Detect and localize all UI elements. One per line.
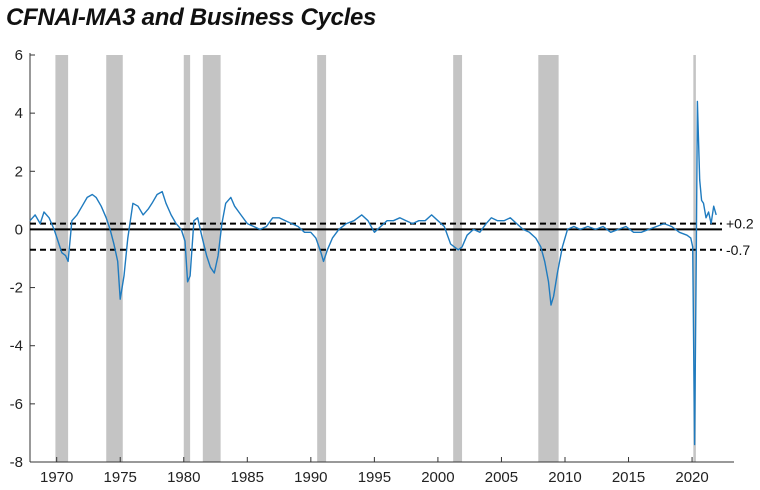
x-tick-label: 1990 — [294, 469, 327, 486]
y-tick-label: 4 — [15, 105, 23, 122]
y-tick-label: 0 — [15, 221, 23, 238]
reference-label: +0.2 — [726, 216, 754, 232]
axes — [29, 53, 734, 463]
recession-band-3 — [202, 55, 221, 462]
tick-labels: 6 4 2 0 -2 -4 -6 -8 1970 1975 1980 1985 1990 1995 2000… — [10, 47, 709, 486]
y-tick-label: 2 — [15, 163, 23, 180]
series-layer — [29, 100, 717, 446]
reference-lines: +0.2 -0.7 — [30, 216, 754, 258]
x-tick-label: 1980 — [167, 469, 200, 486]
x-tick-label: 1975 — [104, 469, 137, 486]
recession-band-7 — [693, 55, 696, 462]
recession-bands — [55, 55, 696, 462]
y-tick-label: -6 — [10, 396, 23, 413]
x-tick-label: 2020 — [675, 469, 708, 486]
chart-title: CFNAI-MA3 and Business Cycles — [6, 4, 377, 31]
recession-band-2 — [183, 55, 191, 462]
x-tick-label: 1970 — [40, 469, 73, 486]
x-tick-label: 1995 — [358, 469, 391, 486]
y-tick-label: 6 — [15, 47, 23, 64]
y-tick-label: -2 — [10, 280, 23, 297]
x-tick-label: 1985 — [231, 469, 264, 486]
x-tick-label: 2015 — [612, 469, 645, 486]
x-tick-label: 2000 — [421, 469, 454, 486]
x-tick-label: 2010 — [548, 469, 581, 486]
recession-band-0 — [55, 55, 69, 462]
y-tick-label: -4 — [10, 338, 23, 355]
recession-band-5 — [453, 55, 463, 462]
recession-band-1 — [106, 55, 123, 462]
recession-band-4 — [317, 55, 327, 462]
x-tick-label: 2005 — [485, 469, 518, 486]
recession-band-6 — [538, 55, 559, 462]
y-tick-label: -8 — [10, 454, 23, 471]
series-line-0 — [29, 100, 717, 446]
reference-label: -0.7 — [726, 242, 750, 258]
